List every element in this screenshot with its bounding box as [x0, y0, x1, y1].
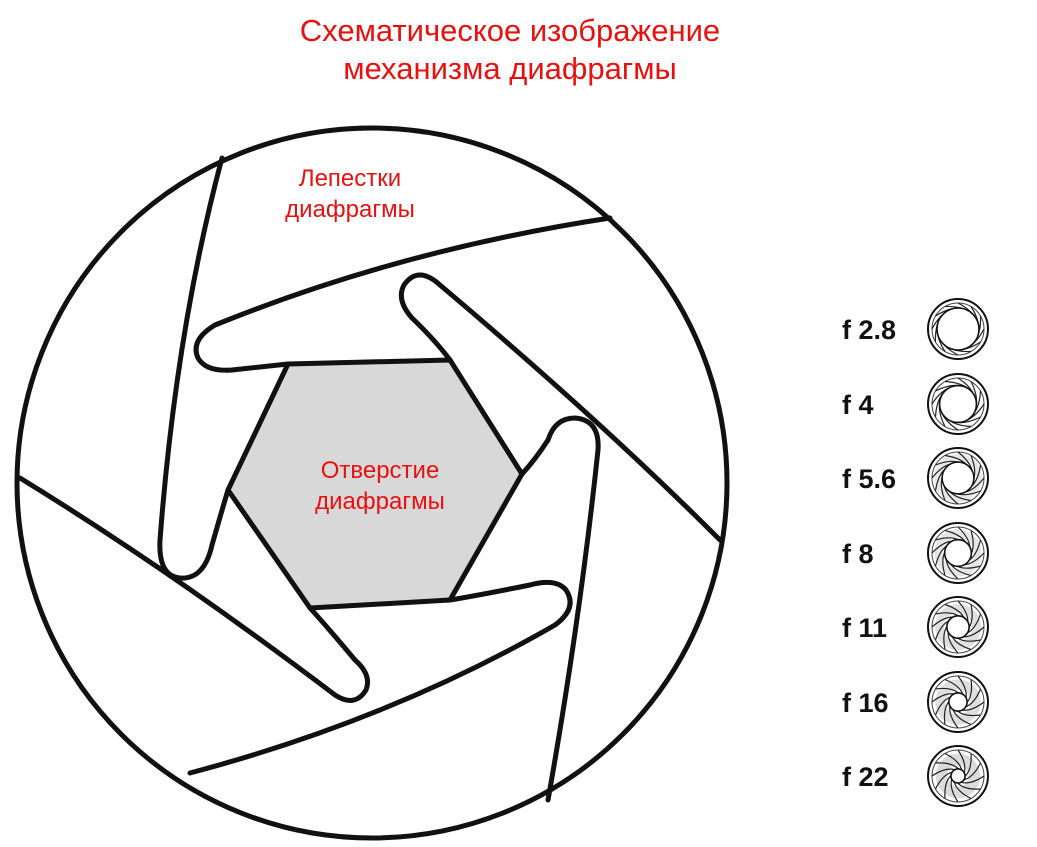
aperture-label: Отверстие диафрагмы — [280, 455, 480, 517]
fstop-row: f 11 — [830, 591, 1030, 661]
fstop-label: f 2.8 — [842, 315, 897, 345]
petal-bottom — [187, 579, 573, 776]
diagram-title: Схематическое изображение механизма диаф… — [190, 12, 830, 88]
aperture-label-line-2: диафрагмы — [315, 488, 445, 515]
fstop-label: f 5.6 — [842, 464, 897, 494]
fstop-label: f 11 — [842, 613, 888, 643]
title-line-2: механизма диафрагмы — [343, 51, 677, 86]
aperture-icon — [927, 521, 989, 584]
fstop-label: f 22 — [842, 762, 889, 792]
fstop-label: f 8 — [842, 538, 874, 569]
fstop-row: f 16 — [830, 666, 1030, 736]
aperture-icon — [927, 670, 989, 733]
fstop-row: f 5.6 — [830, 442, 1030, 512]
petals-label-line-2: диафрагмы — [285, 196, 415, 223]
aperture-icon — [927, 447, 989, 509]
outer-ring — [14, 125, 730, 841]
petal-top — [157, 155, 231, 581]
aperture-icon — [927, 372, 989, 435]
petal-lower-right — [519, 415, 601, 803]
petals-label: Лепестки диафрагмы — [250, 163, 450, 225]
aperture-icon — [927, 298, 989, 360]
aperture-icon — [927, 596, 989, 658]
fstop-label: f 4 — [842, 389, 874, 420]
aperture-icon — [927, 745, 989, 807]
fstop-row: f 4 — [830, 368, 1030, 438]
petal-upper-right — [193, 215, 613, 373]
fstop-row: f 22 — [830, 740, 1030, 810]
title-line-1: Схематическое изображение — [299, 13, 721, 48]
fstop-row: f 8 — [830, 517, 1030, 587]
aperture-label-line-1: Отверстие — [320, 457, 440, 484]
petal-right — [398, 272, 723, 543]
fstop-row: f 2.8 — [830, 293, 1030, 363]
petals-label-line-1: Лепестки — [298, 165, 402, 192]
petal-left — [17, 475, 371, 703]
fstop-label: f 16 — [842, 687, 889, 718]
